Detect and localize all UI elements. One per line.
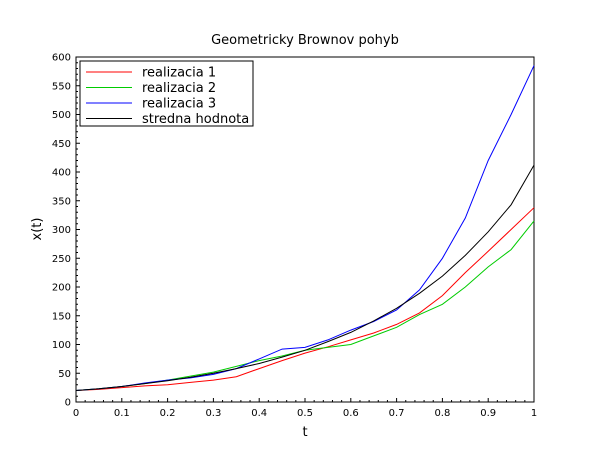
- x-tick-label: 0.5: [297, 408, 313, 419]
- y-tick-label: 100: [52, 340, 71, 351]
- x-tick-label: 0.1: [114, 408, 130, 419]
- y-tick-label: 600: [52, 53, 71, 64]
- x-tick-label: 0.9: [480, 408, 496, 419]
- y-tick-label: 500: [52, 110, 71, 121]
- x-tick-label: 0.3: [205, 408, 221, 419]
- legend-label-3: realizacia 3: [142, 97, 216, 112]
- y-axis-label: x(t): [30, 218, 45, 241]
- y-tick-label: 350: [52, 196, 71, 207]
- legend-label-2: realizacia 2: [142, 81, 216, 96]
- x-tick-label: 0.6: [343, 408, 359, 419]
- x-tick-label: 0.8: [434, 408, 450, 419]
- y-tick-label: 450: [52, 139, 71, 150]
- y-tick-label: 400: [52, 168, 71, 179]
- y-tick-label: 300: [52, 225, 71, 236]
- y-tick-label: 200: [52, 283, 71, 294]
- x-tick-label: 0: [73, 408, 79, 419]
- y-tick-label: 50: [58, 369, 71, 380]
- x-tick-label: 1: [531, 408, 537, 419]
- series-line-1: [75, 207, 535, 391]
- legend-label-1: realizacia 1: [142, 66, 216, 81]
- x-tick-label: 0.4: [251, 408, 267, 419]
- series-line-2: [75, 220, 535, 391]
- legend-label-4: stredna hodnota: [142, 112, 249, 127]
- y-tick-label: 0: [65, 398, 71, 409]
- chart-title: Geometricky Brownov pohyb: [211, 33, 399, 48]
- y-tick-label: 550: [52, 81, 71, 92]
- y-tick-label: 150: [52, 311, 71, 322]
- x-tick-label: 0.7: [389, 408, 405, 419]
- y-tick-label: 250: [52, 254, 71, 265]
- x-axis: 0 0.1 0.2 0.3 0.4 0.5 0.6 0.7 0.8 0.9 1: [73, 398, 537, 419]
- series-lines: [75, 65, 535, 391]
- x-axis-label: t: [302, 425, 307, 440]
- x-tick-label: 0.2: [160, 408, 176, 419]
- series-line-3: [75, 65, 535, 391]
- y-axis: 0 50 100 150 200 250 300 350 400 450 500 550 600: [52, 53, 80, 409]
- series-line-4: [75, 164, 535, 391]
